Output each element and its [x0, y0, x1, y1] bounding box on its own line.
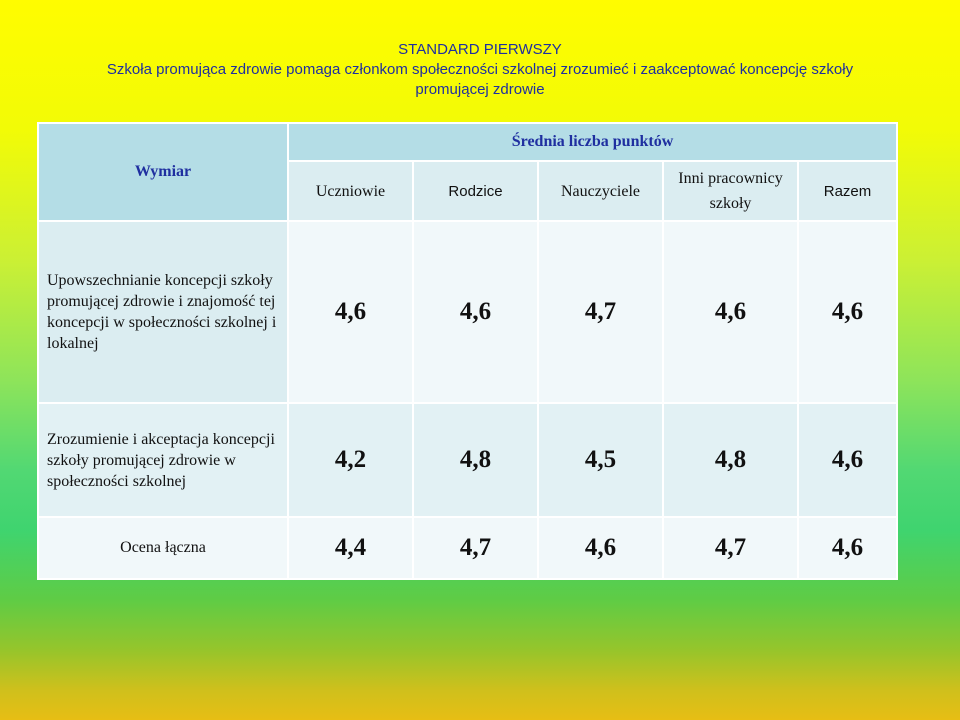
results-table: Wymiar Średnia liczba punktów Uczniowie …	[37, 122, 899, 580]
value-cell: 4,6	[796, 220, 899, 404]
column-header-teachers: Nauczyciele	[537, 160, 664, 222]
value-cell: 4,2	[287, 402, 414, 518]
standard-title: STANDARD PIERWSZY	[398, 41, 562, 58]
value-cell: 4,5	[537, 402, 664, 518]
value-cell: 4,6	[662, 220, 799, 404]
total-row: Ocena łączna 4,4 4,7 4,6 4,7 4,6	[37, 516, 899, 580]
heading: STANDARD PIERWSZY Szkoła promująca zdrow…	[0, 40, 960, 100]
column-header-students: Uczniowie	[287, 160, 414, 222]
total-value-cell: 4,6	[537, 516, 664, 580]
standard-description: Szkoła promująca zdrowie pomaga członkom…	[106, 61, 854, 98]
column-header-parents: Rodzice	[412, 160, 539, 222]
value-cell: 4,8	[412, 402, 539, 518]
average-points-header: Średnia liczba punktów	[286, 122, 899, 162]
value-cell: 4,8	[662, 402, 799, 518]
total-value-cell: 4,7	[662, 516, 799, 580]
value-cell: 4,7	[537, 220, 664, 404]
total-label: Ocena łączna	[37, 516, 289, 580]
dimension-header: Wymiar	[37, 122, 289, 222]
total-value-cell: 4,4	[287, 516, 414, 580]
value-cell: 4,6	[796, 402, 899, 518]
value-cell: 4,6	[412, 220, 539, 404]
total-value-cell: 4,6	[796, 516, 899, 580]
value-cell: 4,6	[287, 220, 414, 404]
row-label: Upowszechnianie koncepcji szkoły promują…	[37, 220, 289, 404]
table-row: Zrozumienie i akceptacja koncepcji szkoł…	[37, 402, 899, 518]
row-label: Zrozumienie i akceptacja koncepcji szkoł…	[37, 402, 289, 518]
total-value-cell: 4,7	[412, 516, 539, 580]
table-row: Upowszechnianie koncepcji szkoły promują…	[37, 220, 899, 404]
column-header-total: Razem	[796, 160, 899, 222]
column-header-other-staff: Inni pracownicy szkoły	[662, 160, 799, 222]
